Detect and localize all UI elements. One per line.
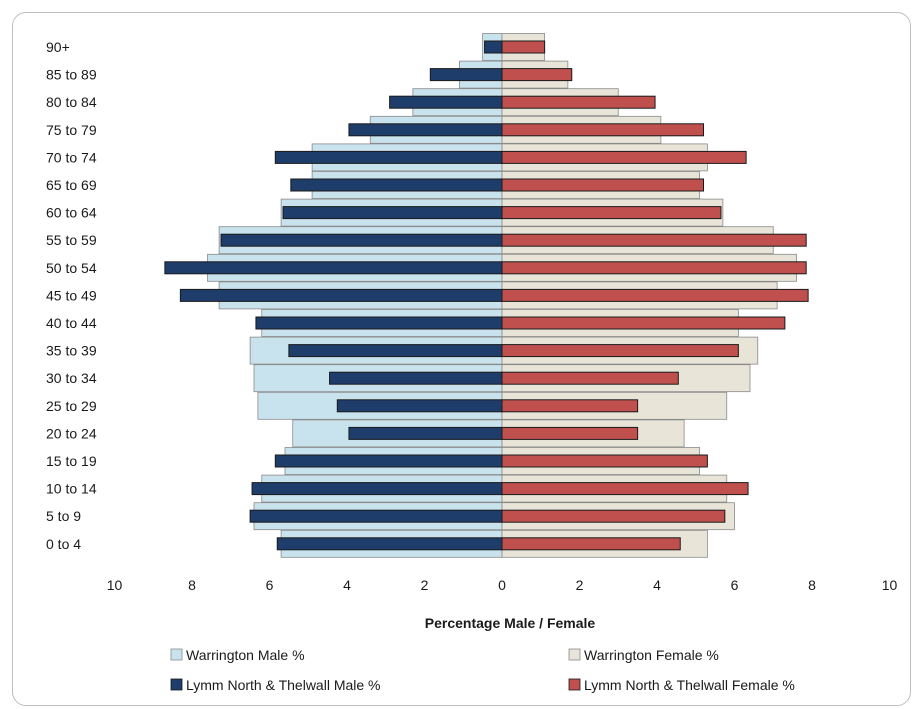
bar-lymm-female	[501, 316, 786, 330]
bar-lymm-male	[288, 344, 503, 358]
bar-lymm-female	[501, 537, 681, 551]
bar-lymm-male	[274, 454, 503, 468]
bar-lymm-male	[274, 150, 503, 164]
legend-label: Warrington Male %	[186, 647, 305, 663]
legend-swatch	[170, 648, 183, 661]
bar-lymm-male	[276, 537, 503, 551]
category-label: 30 to 34	[46, 370, 97, 386]
category-label: 35 to 39	[46, 343, 97, 359]
bar-lymm-male	[164, 261, 503, 275]
category-label: 10 to 14	[46, 481, 97, 497]
x-tick-labels: 10 8 6 4 2 0 2 4 6 8 10	[107, 577, 898, 593]
category-label: 75 to 79	[46, 122, 97, 138]
bar-lymm-male	[484, 40, 503, 54]
category-label: 60 to 64	[46, 205, 97, 221]
bar-lymm-male	[220, 233, 503, 247]
bar-lymm-male	[336, 399, 503, 413]
legend: Warrington Male % Warrington Female % Lymm…	[170, 647, 795, 693]
bar-lymm-female	[501, 150, 747, 164]
bar-lymm-male	[251, 482, 503, 496]
legend-swatch	[170, 678, 183, 691]
bar-lymm-male	[348, 426, 503, 440]
legend-swatch	[568, 648, 581, 661]
bar-lymm-female	[501, 509, 726, 523]
bar-lymm-male	[429, 68, 503, 82]
bar-lymm-female	[501, 344, 739, 358]
bar-lymm-female	[501, 206, 722, 220]
bar-lymm-female	[501, 95, 656, 109]
category-label: 80 to 84	[46, 94, 97, 110]
bar-lymm-female	[501, 482, 749, 496]
category-label: 45 to 49	[46, 287, 97, 303]
bar-lymm-male	[348, 123, 503, 137]
x-tick-label: 4	[653, 577, 661, 593]
legend-label: Lymm North & Thelwall Female %	[584, 677, 795, 693]
legend-label: Warrington Female %	[584, 647, 719, 663]
category-label: 50 to 54	[46, 260, 97, 276]
bar-lymm-male	[282, 206, 503, 220]
x-tick-label: 2	[421, 577, 429, 593]
legend-swatch	[568, 678, 581, 691]
bar-lymm-female	[501, 178, 704, 192]
x-tick-label: 6	[731, 577, 739, 593]
category-label: 0 to 4	[46, 536, 81, 552]
category-labels: 90+ 85 to 89 80 to 84 75 to 79 70 to 74 65 to…	[46, 39, 97, 552]
bar-lymm-female	[501, 261, 807, 275]
category-label: 70 to 74	[46, 149, 97, 165]
x-tick-label: 6	[266, 577, 274, 593]
x-tick-label: 0	[498, 577, 506, 593]
bar-lymm-female	[501, 454, 708, 468]
category-label: 65 to 69	[46, 177, 97, 193]
bar-lymm-female	[501, 40, 546, 54]
bar-lymm-male	[179, 288, 503, 302]
category-label: 20 to 24	[46, 425, 97, 441]
bar-lymm-male	[329, 371, 503, 385]
lymm-bars	[164, 40, 809, 551]
bar-lymm-male	[255, 316, 503, 330]
bar-lymm-female	[501, 371, 679, 385]
bar-lymm-female	[501, 123, 704, 137]
bar-lymm-female	[501, 68, 573, 82]
category-label: 15 to 19	[46, 453, 97, 469]
bar-lymm-female	[501, 233, 807, 247]
category-label: 40 to 44	[46, 315, 97, 331]
x-tick-label: 8	[188, 577, 196, 593]
x-tick-label: 10	[882, 577, 898, 593]
x-tick-label: 10	[107, 577, 123, 593]
bar-lymm-female	[501, 288, 809, 302]
category-label: 25 to 29	[46, 398, 97, 414]
category-label: 55 to 59	[46, 232, 97, 248]
x-axis-title: Percentage Male / Female	[425, 615, 596, 631]
x-tick-label: 2	[576, 577, 584, 593]
legend-label: Lymm North & Thelwall Male %	[186, 677, 381, 693]
category-label: 90+	[46, 39, 70, 55]
bar-lymm-male	[290, 178, 503, 192]
x-tick-label: 8	[808, 577, 816, 593]
category-label: 85 to 89	[46, 67, 97, 83]
x-tick-label: 4	[343, 577, 351, 593]
bar-lymm-male	[249, 509, 503, 523]
bar-lymm-female	[501, 399, 639, 413]
category-label: 5 to 9	[46, 508, 81, 524]
bar-lymm-male	[389, 95, 503, 109]
bar-lymm-female	[501, 426, 639, 440]
